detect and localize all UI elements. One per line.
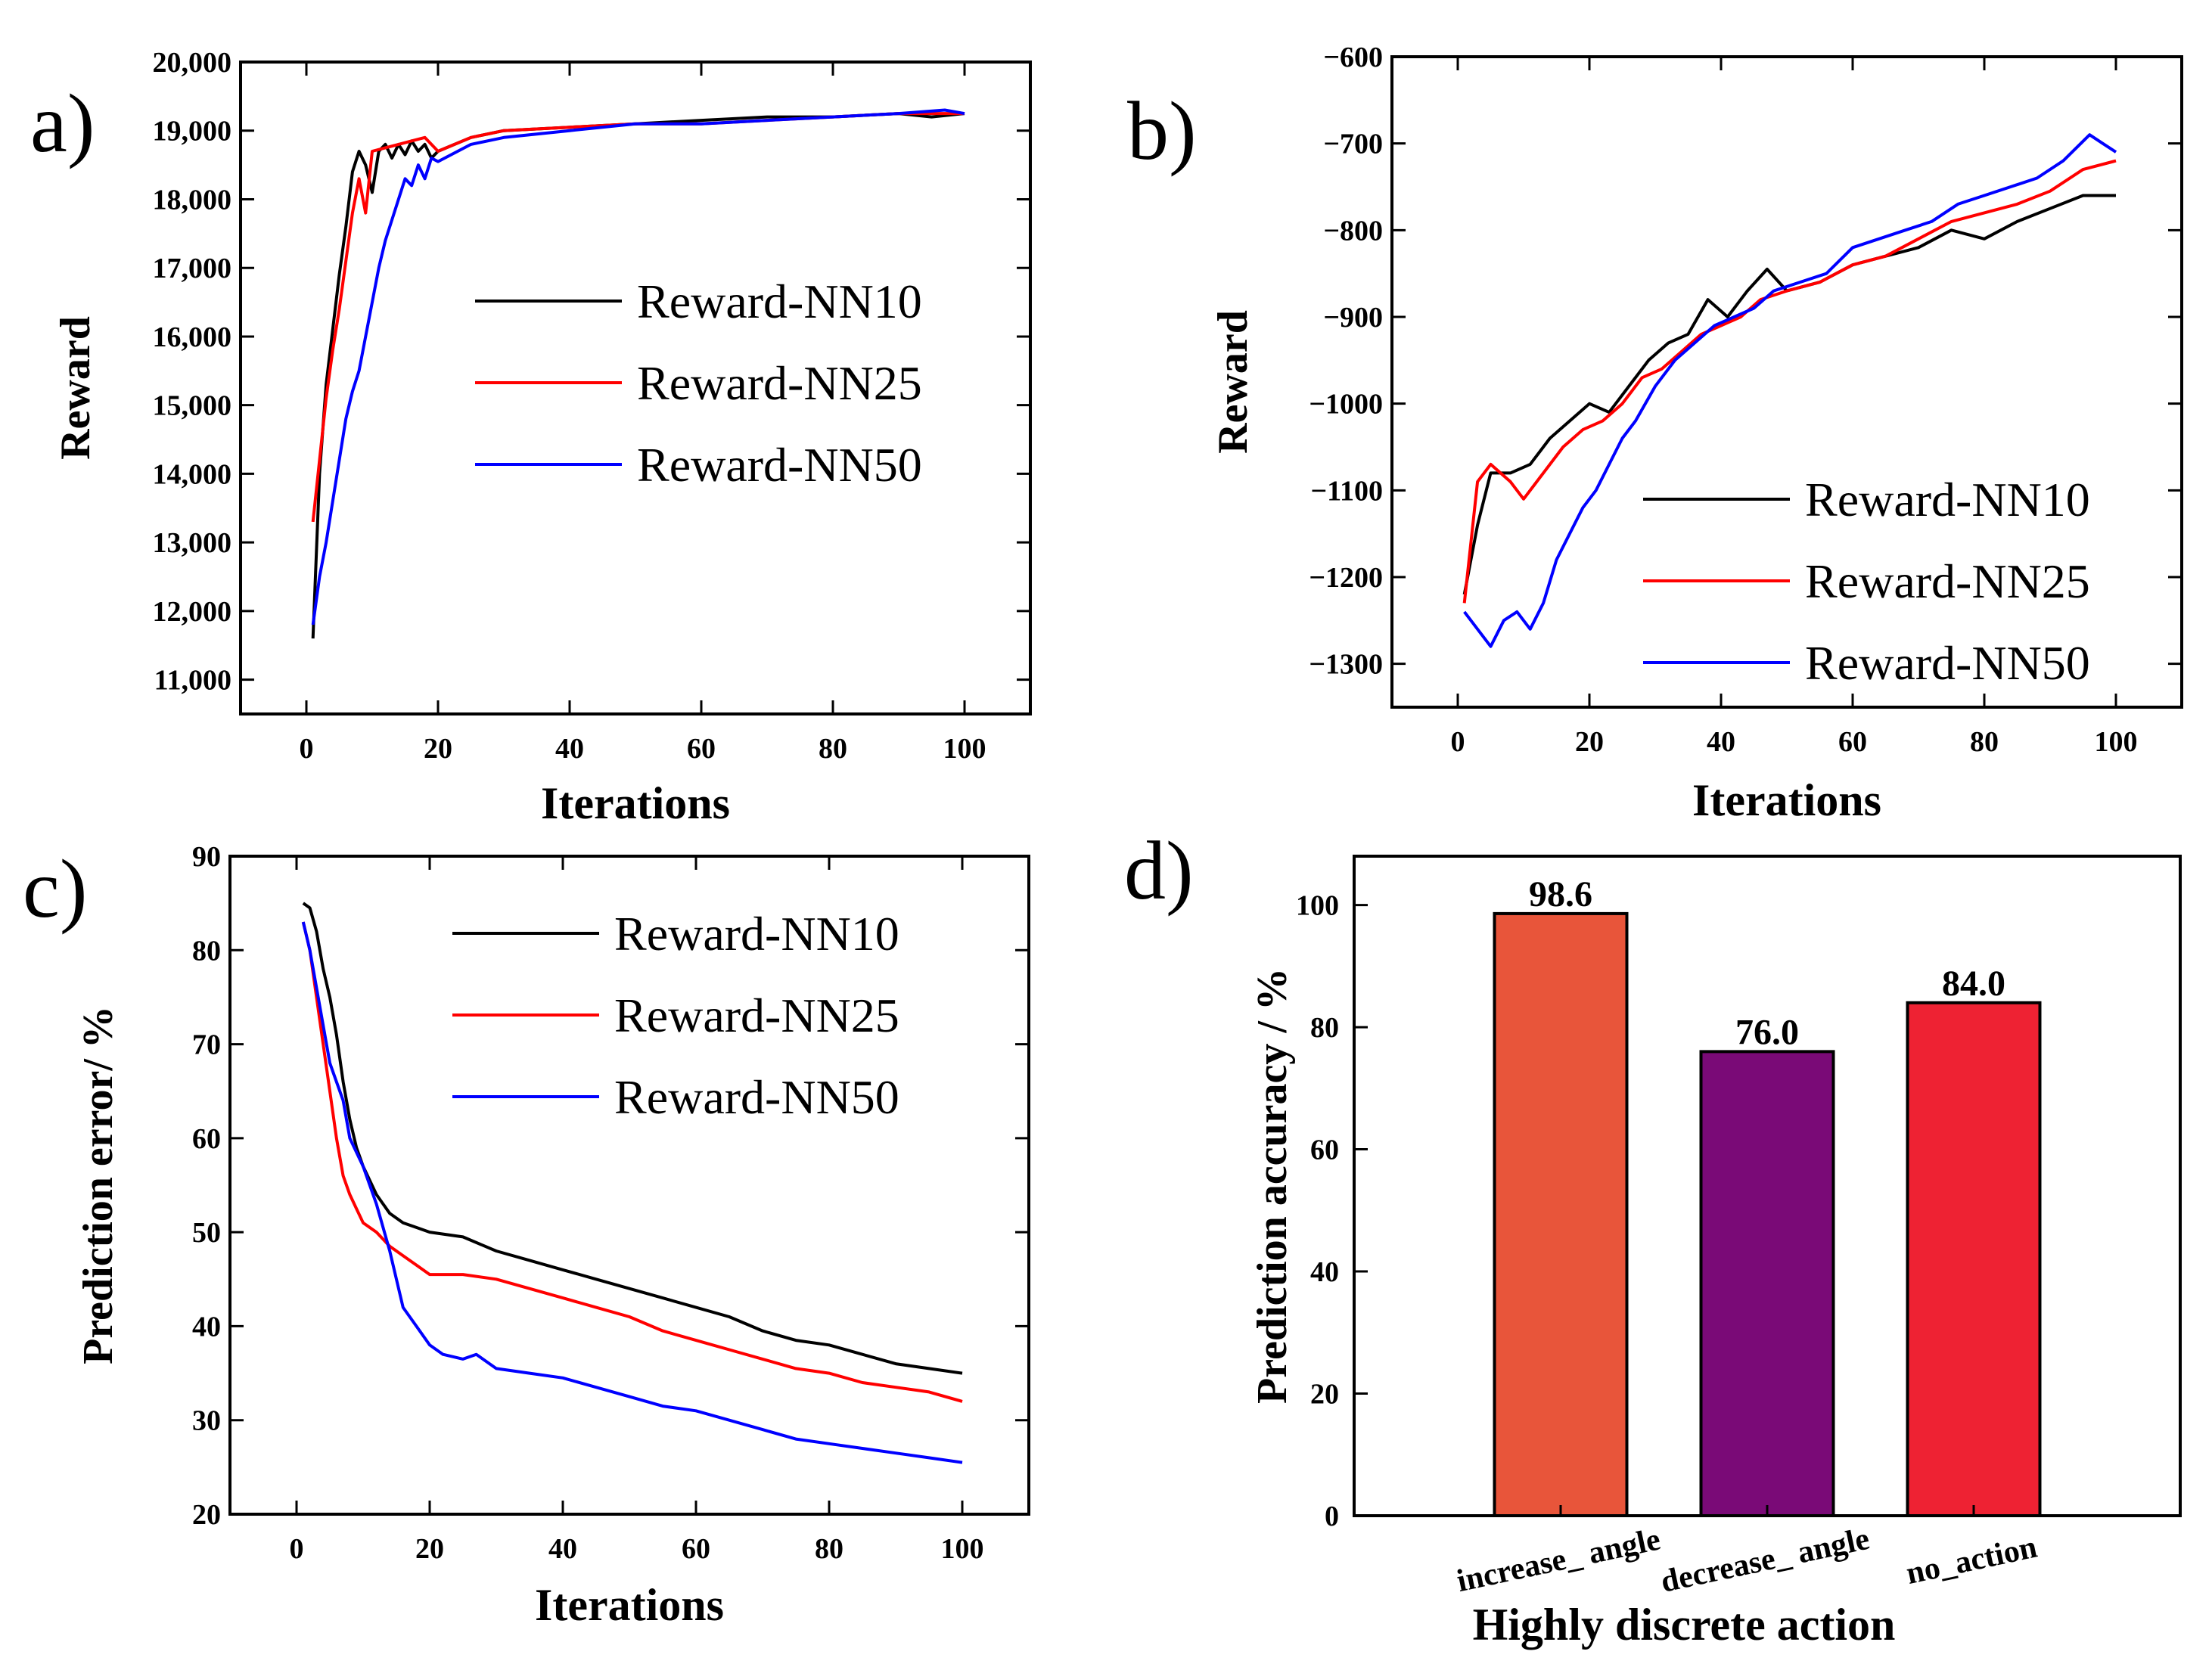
- x-axis-label: Iterations: [1692, 775, 1881, 825]
- y-tick-label: −700: [1323, 129, 1383, 160]
- plot-frame: [239, 61, 1032, 715]
- y-tick-label: 11,000: [154, 665, 231, 697]
- y-tick-label: 80: [192, 935, 221, 967]
- y-tick-label: 14,000: [153, 458, 232, 490]
- legend-label: Reward-NN10: [1805, 473, 2090, 526]
- x-tick-label: 0: [290, 1533, 304, 1565]
- series-line-reward-nn50: [1463, 133, 2117, 648]
- y-tick-label: −800: [1323, 215, 1383, 247]
- y-tick-label: 17,000: [153, 253, 232, 284]
- x-tick-label: 80: [815, 1533, 843, 1565]
- legend: Reward-NN10 Reward-NN25 Reward-NN50: [475, 275, 922, 492]
- y-tick-label: 20: [192, 1499, 221, 1531]
- y-axis-label: Reward: [1210, 310, 1257, 454]
- x-tick-label: 100: [2095, 726, 2138, 758]
- y-tick-label: 20: [1310, 1379, 1339, 1411]
- series-line-reward-nn10: [1462, 194, 2116, 595]
- x-tick-label: 20: [424, 733, 452, 765]
- x-tick-label: 20: [415, 1533, 444, 1565]
- bar-decrease-angle: [1699, 1050, 1835, 1517]
- x-tick-label: 40: [555, 733, 584, 765]
- x-tick-label: 40: [548, 1533, 577, 1565]
- series-line-reward-nn25: [1462, 159, 2117, 604]
- legend-label: Reward-NN25: [614, 989, 899, 1042]
- x-axis-label: Iterations: [535, 1580, 724, 1630]
- y-tick-label: 60: [192, 1123, 221, 1155]
- plot-frame: [1390, 55, 2183, 709]
- panel-label: c): [23, 843, 87, 935]
- x-tick-label: 100: [941, 1533, 984, 1565]
- y-tick-label: −1200: [1309, 562, 1383, 594]
- y-tick-label: 100: [1296, 890, 1339, 922]
- x-tick-label: 60: [1838, 726, 1867, 758]
- legend: Reward-NN10 Reward-NN25 Reward-NN50: [1643, 473, 2090, 690]
- x-axis-label: Highly discrete action: [1473, 1600, 1896, 1650]
- legend: Reward-NN10 Reward-NN25 Reward-NN50: [452, 907, 899, 1124]
- y-tick-label: 30: [192, 1405, 221, 1437]
- y-tick-label: 40: [1310, 1256, 1339, 1288]
- y-axis-label: Prediction accuracy / %: [1249, 968, 1296, 1404]
- panel-d: 0 20 40 60 80 100 98.6 increase_ angle 76.0 decre…: [1124, 824, 2182, 1650]
- panel-label: b): [1127, 85, 1197, 177]
- x-category-label: no_action: [1903, 1530, 2040, 1591]
- y-tick-label: 70: [192, 1029, 221, 1061]
- series-line-reward-nn25: [301, 921, 963, 1403]
- x-tick-label: 40: [1707, 726, 1735, 758]
- y-tick-label: 90: [192, 841, 221, 873]
- series-line-reward-nn50: [301, 921, 963, 1464]
- x-category-label: decrease_ angle: [1657, 1522, 1872, 1600]
- bar-no-action: [1906, 1001, 2042, 1518]
- x-axis-label: Iterations: [541, 778, 730, 828]
- x-tick-label: 80: [1970, 726, 1999, 758]
- y-tick-label: 60: [1310, 1135, 1339, 1166]
- y-tick-label: 19,000: [153, 116, 232, 147]
- x-tick-label: 60: [682, 1533, 710, 1565]
- legend-label: Reward-NN25: [637, 356, 922, 410]
- legend-label: Reward-NN25: [1805, 554, 2090, 608]
- y-axis-label: Reward: [52, 316, 99, 460]
- plot-frame: [228, 855, 1030, 1516]
- panel-label: d): [1124, 824, 1194, 917]
- x-tick-label: 0: [300, 733, 314, 765]
- x-tick-label: 100: [943, 733, 986, 765]
- y-tick-label: 12,000: [153, 596, 232, 628]
- x-tick-label: 20: [1575, 726, 1604, 758]
- panel-a: 0 20 40 60 80 100 11,000 12,000 13,000 14,000 15,0…: [30, 47, 1032, 828]
- series-line-reward-nn10: [302, 902, 963, 1375]
- y-tick-label: 0: [1325, 1501, 1339, 1532]
- bar-increase-angle: [1493, 911, 1629, 1517]
- x-tick-label: 80: [819, 733, 847, 765]
- y-tick-label: 40: [192, 1311, 221, 1343]
- panel-b: 0 20 40 60 80 100 −1300 −1200 −1100 −1000 −900 −800…: [1127, 42, 2183, 825]
- bar-value-label: 76.0: [1735, 1012, 1799, 1052]
- x-tick-label: 0: [1451, 726, 1465, 758]
- y-tick-label: 13,000: [153, 527, 232, 559]
- legend-label: Reward-NN10: [614, 907, 899, 961]
- x-category-label: increase_ angle: [1454, 1522, 1664, 1599]
- legend-label: Reward-NN50: [1805, 636, 2090, 690]
- bar-value-label: 98.6: [1529, 874, 1592, 914]
- y-tick-label: 20,000: [153, 47, 232, 79]
- legend-label: Reward-NN50: [637, 438, 922, 492]
- y-tick-label: −1100: [1310, 475, 1383, 507]
- y-tick-label: 18,000: [153, 184, 232, 216]
- y-tick-label: −1000: [1309, 389, 1383, 421]
- panel-label: a): [30, 77, 95, 169]
- y-tick-label: −900: [1323, 302, 1383, 334]
- panel-c: 0 20 40 60 80 100 20 30 40 50 60 70 80 90 Iterations Pr…: [23, 841, 1030, 1630]
- x-tick-label: 60: [687, 733, 716, 765]
- y-tick-label: −600: [1323, 42, 1383, 73]
- y-tick-label: 80: [1310, 1012, 1339, 1044]
- series-line-reward-nn10: [311, 112, 965, 639]
- y-axis-label: Prediction error/ %: [75, 1006, 122, 1364]
- bar-value-label: 84.0: [1942, 964, 2005, 1004]
- series-line-reward-nn50: [311, 108, 965, 625]
- y-tick-label: 50: [192, 1217, 221, 1249]
- legend-label: Reward-NN10: [637, 275, 922, 328]
- y-tick-label: 16,000: [153, 321, 232, 353]
- y-tick-label: 15,000: [153, 390, 232, 422]
- y-tick-label: −1300: [1309, 649, 1383, 681]
- legend-label: Reward-NN50: [614, 1070, 899, 1124]
